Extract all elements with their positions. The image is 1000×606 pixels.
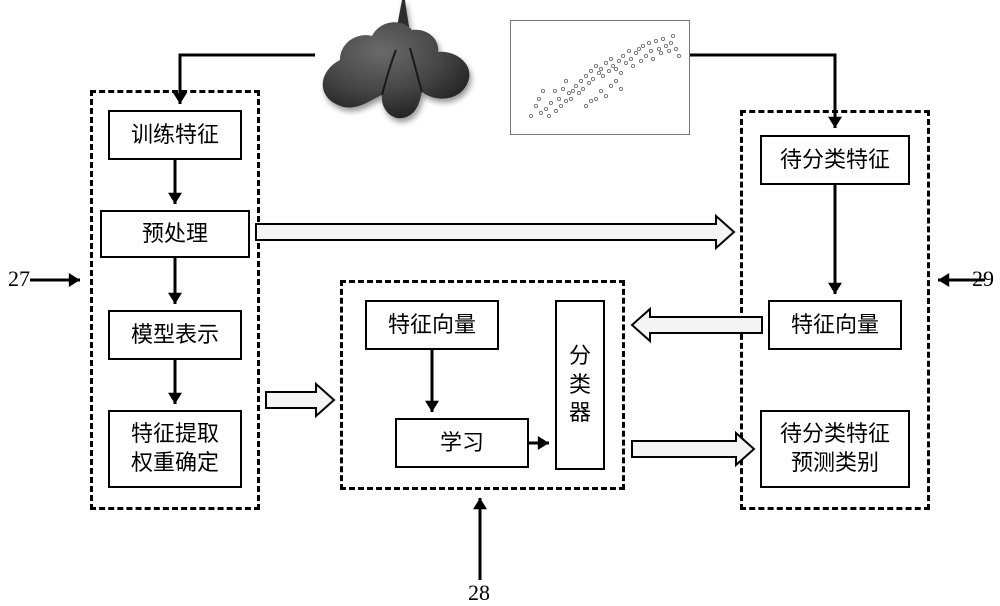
label-29: 29 (972, 266, 994, 292)
label-27: 27 (8, 266, 30, 292)
box-model-representation: 模型表示 (108, 310, 242, 360)
box-predicted-class: 待分类特征预测类别 (760, 410, 910, 488)
label-28: 28 (468, 580, 490, 606)
hollow-arrow-pre-to-right (256, 216, 734, 248)
hollow-arrow-left-to-center (266, 384, 334, 416)
box-preprocess: 预处理 (100, 210, 250, 258)
liver-3d-icon (310, 0, 480, 130)
box-feature-weight: 特征提取权重确定 (108, 410, 242, 488)
box-train-features: 训练特征 (108, 110, 242, 160)
box-to-classify-features: 待分类特征 (760, 135, 910, 185)
box-feature-vector-right: 特征向量 (768, 300, 902, 350)
scatter-plot (510, 20, 690, 135)
box-feature-vector-center: 特征向量 (365, 300, 499, 350)
hollow-arrow-clf-to-pred (632, 433, 754, 465)
box-classifier: 分类器 (555, 300, 605, 470)
box-learn: 学习 (395, 418, 529, 468)
